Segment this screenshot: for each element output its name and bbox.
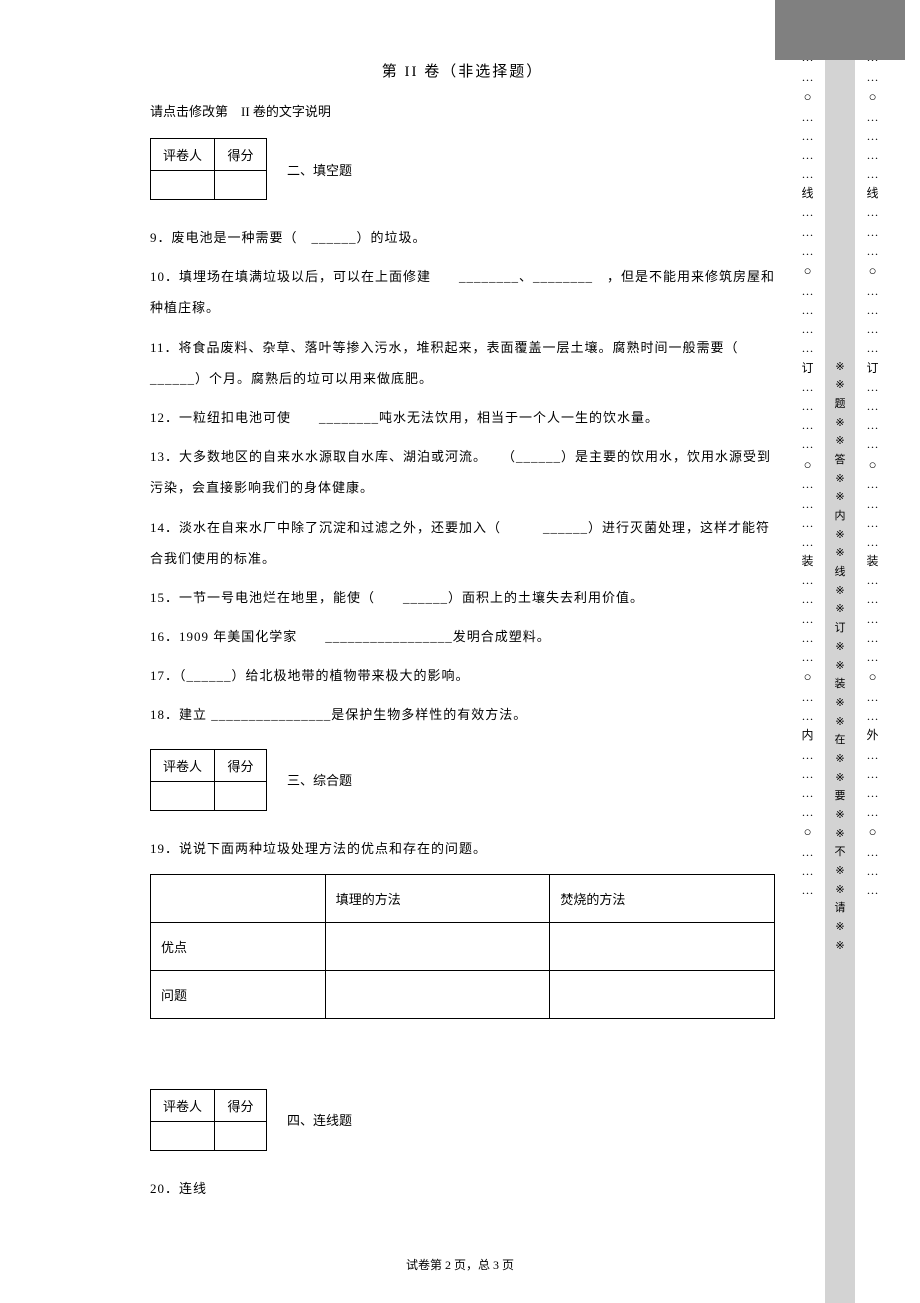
subsection-connect-title: 四、连线题 <box>287 1110 352 1129</box>
t19-r1: 优点 <box>151 922 326 970</box>
t19-r2: 问题 <box>151 970 326 1018</box>
question-13: 13．大多数地区的自来水水源取自水库、湖泊或河流。 （______）是主要的饮用… <box>150 441 775 503</box>
grader-table: 评卷人 得分 <box>150 138 267 200</box>
t19-h3: 焚烧的方法 <box>550 874 775 922</box>
instruction-text: 请点击修改第 II 卷的文字说明 <box>150 101 775 120</box>
question-18: 18．建立 ________________是保护生物多样性的有效方法。 <box>150 699 775 730</box>
subsection-comprehensive-title: 三、综合题 <box>287 770 352 789</box>
question-20: 20．连线 <box>150 1173 775 1204</box>
section-title: 第 II 卷（非选择题） <box>150 60 775 81</box>
grader2-blank2 <box>215 781 267 810</box>
dark-gray-top <box>775 0 905 60</box>
question-19: 19．说说下面两种垃圾处理方法的优点和存在的问题。 <box>150 833 775 864</box>
t19-r2c2 <box>325 970 550 1018</box>
grader-col1: 评卷人 <box>151 139 215 171</box>
grader3-blank1 <box>151 1121 215 1150</box>
question-10: 10．填埋场在填满垃圾以后，可以在上面修建 ________、________ … <box>150 261 775 323</box>
grader-table-3: 评卷人 得分 <box>150 1089 267 1151</box>
margin-col-right: …………○…………线………○…………订…………○…………装……………○……外……… <box>855 0 890 1303</box>
grader3-blank2 <box>215 1121 267 1150</box>
grader2-col2: 得分 <box>215 749 267 781</box>
margin-col-left: …………○…………线………○…………订…………○…………装……………○……内……… <box>790 0 825 1303</box>
answer-table-19: 填理的方法 焚烧的方法 优点 问题 <box>150 874 775 1019</box>
subsection-fill-title: 二、填空题 <box>287 160 352 179</box>
t19-h2: 填理的方法 <box>325 874 550 922</box>
question-16: 16．1909 年美国化学家 _________________发明合成塑料。 <box>150 621 775 652</box>
t19-r2c3 <box>550 970 775 1018</box>
grader-blank2 <box>215 171 267 200</box>
grader2-blank1 <box>151 781 215 810</box>
question-12: 12．一粒纽扣电池可使 ________吨水无法饮用，相当于一个人一生的饮水量。 <box>150 402 775 433</box>
t19-r1c2 <box>325 922 550 970</box>
question-9: 9．废电池是一种需要（ ______）的垃圾。 <box>150 222 775 253</box>
grader2-col1: 评卷人 <box>151 749 215 781</box>
grader-row-fill: 评卷人 得分 二、填空题 <box>150 138 775 200</box>
grader3-col1: 评卷人 <box>151 1089 215 1121</box>
page-footer: 试卷第 2 页，总 3 页 <box>0 1256 920 1273</box>
question-14: 14．淡水在自来水厂中除了沉淀和过滤之外，还要加入（ ______）进行灭菌处理… <box>150 512 775 574</box>
question-17: 17．（______）给北极地带的植物带来极大的影响。 <box>150 660 775 691</box>
binding-margin: …………○…………线………○…………订…………○…………装……………○……内……… <box>790 0 920 1303</box>
grader-row-connect: 评卷人 得分 四、连线题 <box>150 1089 775 1151</box>
main-content: 第 II 卷（非选择题） 请点击修改第 II 卷的文字说明 评卷人 得分 二、填… <box>150 60 775 1212</box>
question-11: 11．将食品废料、杂草、落叶等掺入污水，堆积起来，表面覆盖一层土壤。腐熟时间一般… <box>150 332 775 394</box>
t19-h1 <box>151 874 326 922</box>
grader3-col2: 得分 <box>215 1089 267 1121</box>
margin-col-gray: ※※题※※答※※内※※线※※订※※装※※在※※要※※不※※请※※ <box>825 0 855 1303</box>
grader-table-2: 评卷人 得分 <box>150 749 267 811</box>
grader-row-comprehensive: 评卷人 得分 三、综合题 <box>150 749 775 811</box>
grader-col2: 得分 <box>215 139 267 171</box>
grader-blank1 <box>151 171 215 200</box>
question-15: 15．一节一号电池烂在地里，能使（ ______）面积上的土壤失去利用价值。 <box>150 582 775 613</box>
t19-r1c3 <box>550 922 775 970</box>
